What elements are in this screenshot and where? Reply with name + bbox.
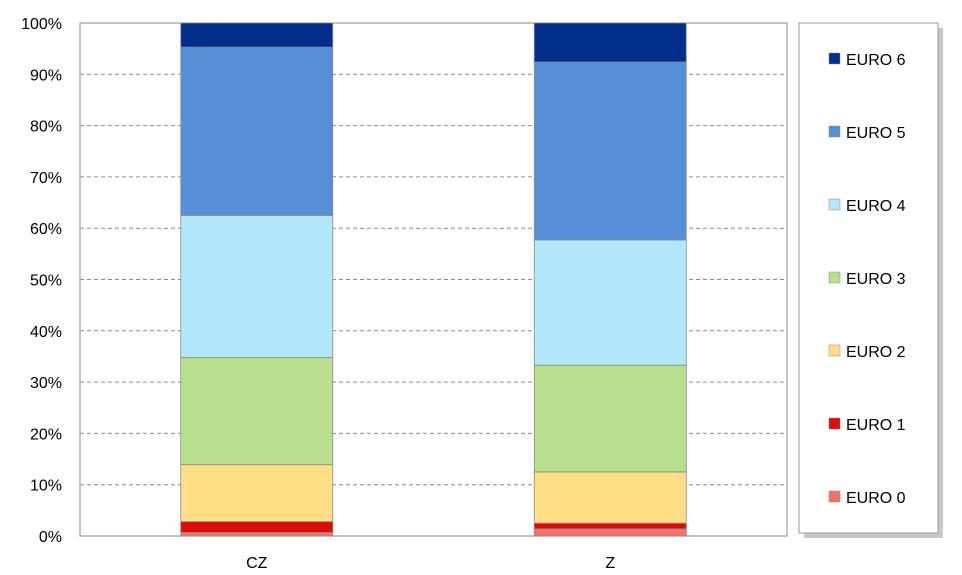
- legend-label: EURO 6: [846, 52, 906, 69]
- y-tick-label: 90%: [30, 67, 62, 84]
- y-tick-label: 50%: [30, 273, 62, 290]
- y-axis-tick-labels: 0% 10% 20% 30% 40% 50% 60% 70% 80% 90% 100%: [21, 16, 62, 546]
- bar-segment-euro-0-cz: [180, 532, 334, 537]
- y-tick-label: 60%: [30, 221, 62, 238]
- y-tick-label: 10%: [30, 478, 62, 495]
- bars: [180, 22, 687, 537]
- bar-segment-euro-6-cz: [180, 22, 334, 48]
- bar-segment-euro-0-z: [533, 528, 687, 537]
- bar-segment-euro-2-cz: [180, 464, 334, 523]
- bar-segment-euro-4-z: [533, 239, 687, 366]
- legend-swatch: [828, 344, 841, 357]
- legend-swatch: [828, 490, 841, 503]
- legend: EURO 6 EURO 5 EURO 4 EURO 3 EURO 2 EURO 1 EURO…: [798, 22, 943, 538]
- legend-label: EURO 0: [846, 490, 906, 507]
- bar-segment-euro-3-cz: [180, 357, 334, 466]
- y-tick-label: 40%: [30, 324, 62, 341]
- y-tick-label: 30%: [30, 375, 62, 392]
- bar-segment-euro-6-z: [533, 22, 687, 63]
- legend-label: EURO 4: [846, 198, 906, 215]
- x-axis-tick-labels: CZ Z: [246, 555, 615, 572]
- bar-segment-euro-4-cz: [180, 214, 334, 358]
- x-tick-label: Z: [605, 555, 615, 572]
- bar-segment-euro-5-z: [533, 61, 687, 241]
- legend-swatch: [828, 271, 841, 284]
- legend-swatch: [828, 417, 841, 430]
- legend-label: EURO 2: [846, 344, 906, 361]
- y-tick-label: 80%: [30, 119, 62, 136]
- y-tick-label: 70%: [30, 170, 62, 187]
- bar-segment-euro-1-cz: [180, 521, 334, 533]
- legend-box: [798, 22, 939, 534]
- legend-label: EURO 5: [846, 125, 906, 142]
- legend-label: EURO 1: [846, 417, 906, 434]
- bar-segment-euro-5-cz: [180, 46, 334, 216]
- bar-segment-euro-2-z: [533, 471, 687, 524]
- y-tick-label: 20%: [30, 426, 62, 443]
- y-tick-label: 100%: [21, 16, 62, 33]
- y-tick-label: 0%: [39, 529, 62, 546]
- legend-swatch: [828, 198, 841, 211]
- legend-swatch: [828, 125, 841, 138]
- legend-label: EURO 3: [846, 271, 906, 288]
- legend-swatch: [828, 52, 841, 65]
- bar-segment-euro-3-z: [533, 364, 687, 473]
- bar-segment-euro-1-z: [533, 522, 687, 530]
- x-tick-label: CZ: [246, 555, 268, 572]
